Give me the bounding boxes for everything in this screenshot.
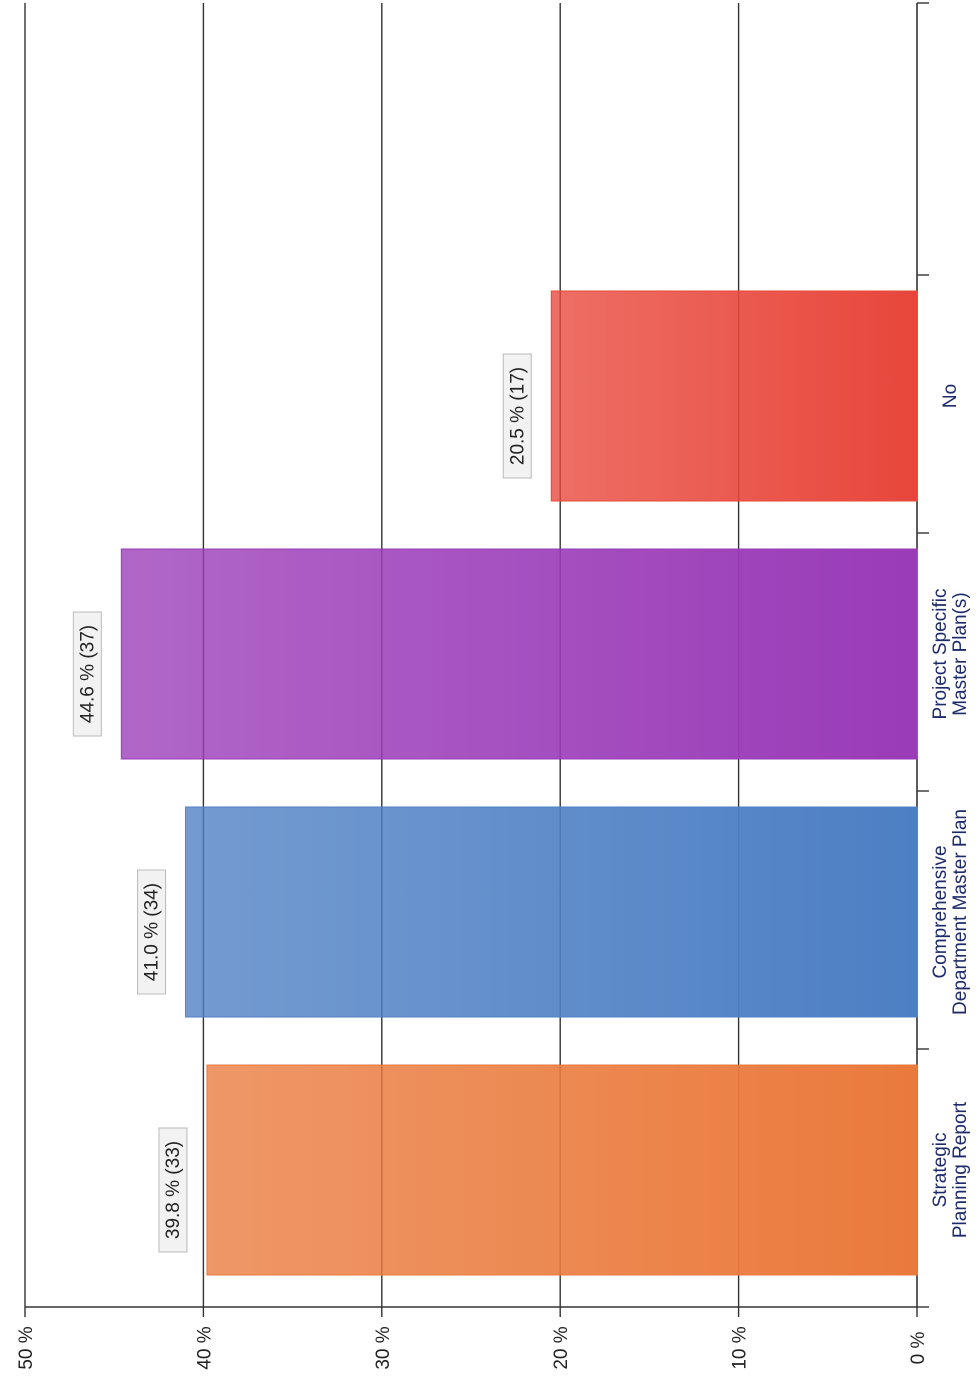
data-label: 44.6 % (37)	[77, 625, 98, 723]
data-label-box	[72, 611, 102, 737]
bar	[120, 548, 918, 760]
data-label-box	[502, 353, 532, 479]
y-tick-label: 50 %	[16, 1326, 37, 1369]
bar	[550, 290, 918, 502]
x-tick-label-line: No	[940, 384, 961, 408]
y-tick-label: 30 %	[373, 1326, 394, 1369]
data-label-group: 41.0 % (34)	[137, 869, 167, 995]
data-label: 20.5 % (17)	[507, 367, 528, 465]
y-tick-label: 20 %	[551, 1326, 572, 1369]
bar	[206, 1064, 918, 1276]
x-tick-label: Project Specific Master Plan(s)	[930, 589, 971, 720]
x-tick-label: No	[940, 384, 961, 408]
data-label-group: 44.6 % (37)	[72, 611, 102, 737]
data-labels: 39.8 % (33) 41.0 % (34) 44.6 % (37) 20.5 % …	[72, 353, 532, 1253]
y-tick-label: 0 %	[908, 1332, 929, 1365]
x-tick-label-line: Master Plan(s)	[950, 592, 971, 716]
data-label: 39.8 % (33)	[163, 1141, 184, 1239]
y-tick-label: 40 %	[194, 1326, 215, 1369]
tick-labels: 0 % 10 % 20 % 30 % 40 % 50 % Strategic Planning…	[16, 384, 971, 1370]
data-label-group: 39.8 % (33)	[158, 1127, 188, 1253]
bars	[120, 290, 918, 1276]
data-label-box	[158, 1127, 188, 1253]
x-tick-label: Strategic Planning Report	[930, 1101, 971, 1238]
x-tick-label-line: Comprehensive	[930, 845, 951, 978]
x-tick-label-line: Strategic	[930, 1133, 951, 1208]
x-tick-label-line: Planning Report	[950, 1101, 971, 1238]
data-label-group: 20.5 % (17)	[502, 353, 532, 479]
y-tick-label: 10 %	[730, 1326, 751, 1369]
bar	[185, 806, 918, 1018]
x-tick-label: Comprehensive Department Master Plan	[930, 809, 971, 1015]
x-tick-label-line: Project Specific	[930, 589, 951, 720]
data-label-box	[137, 869, 167, 995]
x-tick-label-line: Department Master Plan	[950, 809, 971, 1015]
data-label: 41.0 % (34)	[142, 883, 163, 981]
